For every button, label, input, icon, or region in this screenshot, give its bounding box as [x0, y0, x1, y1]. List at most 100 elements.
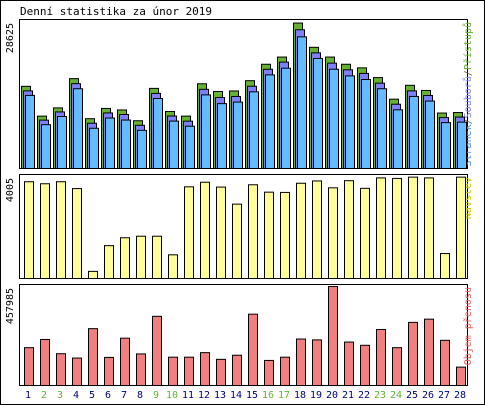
x-tick-label-9: 9	[153, 390, 159, 401]
bar-stránek-21	[345, 75, 355, 169]
bar-panel3-13	[216, 358, 226, 386]
x-tick-label-22: 22	[358, 390, 370, 401]
bar-panel3-20	[328, 286, 338, 386]
bar-panel3-9	[152, 315, 162, 386]
bar-panel2-13	[216, 186, 226, 279]
x-tick-label-18: 18	[294, 390, 306, 401]
y-max-label-2: 4005	[5, 178, 16, 202]
bar-panel2-19	[312, 180, 322, 279]
bar-stránek-26	[425, 100, 435, 169]
bar-panel2-17	[280, 191, 290, 279]
bar-panel3-2	[40, 338, 50, 386]
bar-stránek-4	[73, 88, 83, 169]
x-tick-label-26: 26	[422, 390, 434, 401]
x-tick-label-25: 25	[406, 390, 418, 401]
bar-panel2-18	[296, 182, 306, 280]
bar-panel2-28	[456, 176, 466, 279]
bar-stránek-14	[233, 101, 243, 169]
bar-panel2-1	[24, 181, 34, 280]
bar-stránek-6	[105, 117, 115, 169]
bar-panel3-26	[424, 318, 434, 387]
bar-panel3-23	[376, 329, 386, 387]
bar-panel3-4	[72, 357, 82, 387]
bar-panel3-19	[312, 339, 322, 387]
x-tick-label-20: 20	[326, 390, 338, 401]
bar-panel2-14	[232, 203, 242, 280]
bar-stránek-13	[217, 103, 227, 169]
legend-part: /	[463, 118, 474, 124]
bar-panel2-27	[440, 253, 450, 279]
x-tick-label-16: 16	[262, 390, 274, 401]
bar-panel2-25	[408, 176, 418, 279]
x-tick-label-17: 17	[278, 390, 290, 401]
bar-panel2-8	[136, 235, 146, 279]
bar-panel3-24	[392, 347, 402, 387]
x-tick-label-5: 5	[89, 390, 95, 401]
bar-stránek-20	[329, 68, 339, 169]
bar-panel2-5	[88, 270, 98, 280]
bar-panel2-11	[184, 186, 194, 279]
x-tick-label-10: 10	[166, 390, 178, 401]
x-tick-label-6: 6	[105, 390, 111, 401]
bar-panel2-22	[360, 187, 370, 279]
legend-part: /	[463, 70, 474, 76]
bar-stránek-23	[377, 88, 387, 169]
x-tick-label-27: 27	[438, 390, 450, 401]
x-tick-label-12: 12	[198, 390, 210, 401]
bar-panel3-3	[56, 353, 66, 386]
bar-panel2-26	[424, 177, 434, 279]
bar-stránek-16	[265, 74, 275, 169]
bar-panel2-2	[40, 183, 50, 279]
bar-stránek-27	[441, 122, 451, 169]
bar-panel2-24	[392, 177, 402, 279]
bar-panel3-28	[456, 366, 466, 387]
x-tick-label-23: 23	[374, 390, 386, 401]
bar-panel3-22	[360, 344, 370, 387]
bar-panel2-12	[200, 181, 210, 279]
bar-stránek-17	[281, 67, 291, 169]
bar-panel3-8	[136, 353, 146, 386]
bar-stránek-5	[89, 127, 99, 170]
bar-stránek-10	[169, 120, 179, 169]
bar-stránek-9	[153, 97, 163, 169]
bar-panel2-20	[328, 187, 338, 279]
y-max-label-1: 28625	[5, 23, 16, 53]
bar-stránek-15	[249, 91, 259, 169]
bar-stránek-22	[361, 78, 371, 169]
bar-stránek-28	[457, 121, 467, 170]
x-tick-label-3: 3	[57, 390, 63, 401]
legend-part: Přístupů	[462, 22, 474, 70]
bar-panel3-12	[200, 352, 210, 387]
x-tick-label-7: 7	[121, 390, 127, 401]
bar-stránek-2	[41, 124, 51, 169]
bar-stránek-24	[393, 109, 403, 170]
bar-panel3-18	[296, 338, 306, 387]
bar-panel2-15	[248, 184, 258, 280]
legend-part: Souborů	[462, 76, 474, 118]
x-tick-label-13: 13	[214, 390, 226, 401]
bar-stránek-7	[121, 119, 131, 169]
bar-stránek-8	[137, 129, 147, 169]
x-tick-label-2: 2	[41, 390, 47, 401]
x-tick-label-11: 11	[182, 390, 194, 401]
bar-panel3-1	[24, 347, 34, 387]
x-tick-label-21: 21	[342, 390, 354, 401]
bar-panel2-4	[72, 188, 82, 279]
bar-stránek-18	[297, 36, 307, 169]
x-tick-label-28: 28	[454, 390, 466, 401]
bar-stránek-11	[185, 125, 195, 169]
bar-panel2-6	[104, 245, 114, 280]
x-tick-label-1: 1	[25, 390, 31, 401]
bar-stránek-1	[25, 94, 35, 169]
bar-panel2-23	[376, 177, 386, 279]
bar-panel3-14	[232, 354, 242, 386]
bar-panel3-10	[168, 356, 178, 386]
bar-stránek-19	[313, 57, 323, 169]
y-max-label-3: 457985	[5, 288, 16, 324]
bar-panel3-25	[408, 321, 418, 387]
bar-panel3-15	[248, 313, 258, 386]
x-tick-label-4: 4	[73, 390, 79, 401]
x-tick-label-24: 24	[390, 390, 402, 401]
